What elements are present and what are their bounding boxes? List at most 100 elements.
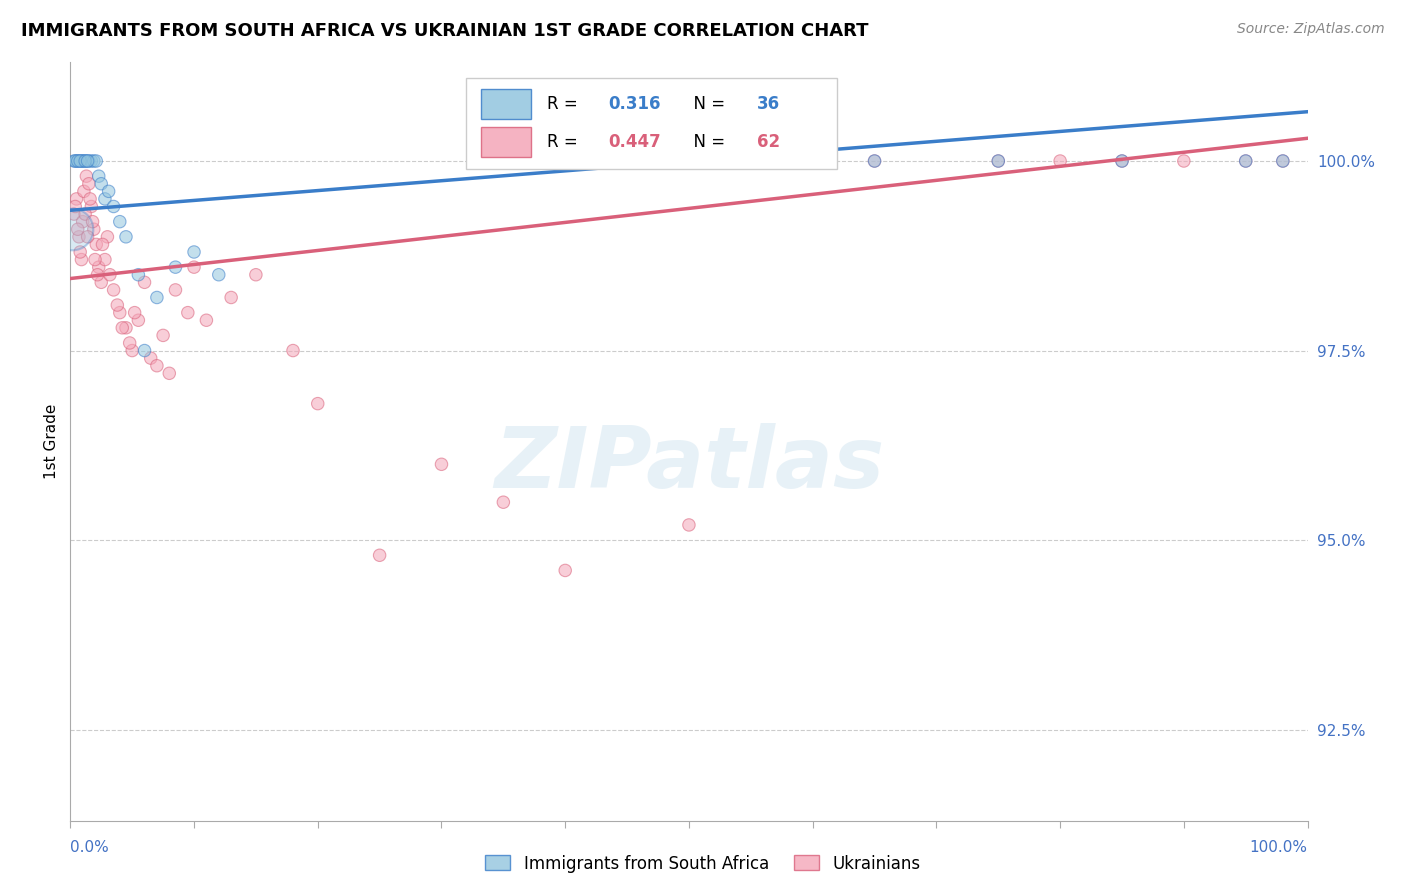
Point — [77, 154, 100, 169]
Point — [66, 154, 89, 169]
Point — [146, 359, 169, 373]
Point — [1234, 154, 1257, 169]
Point — [1173, 154, 1195, 169]
Point — [90, 177, 112, 191]
Point — [73, 185, 96, 199]
Point — [69, 154, 91, 169]
Text: 0.316: 0.316 — [609, 95, 661, 113]
Point — [98, 268, 121, 282]
Point — [245, 268, 267, 282]
Point — [90, 276, 112, 290]
Point — [108, 215, 131, 229]
Text: 62: 62 — [756, 133, 780, 151]
Point — [863, 154, 886, 169]
Point — [76, 154, 98, 169]
Point — [183, 245, 205, 260]
Point — [76, 230, 98, 244]
Point — [616, 154, 638, 169]
Point — [105, 298, 128, 312]
Point — [103, 283, 125, 297]
Text: 36: 36 — [756, 95, 780, 113]
Point — [83, 222, 105, 236]
Point — [195, 313, 218, 327]
Point — [79, 192, 101, 206]
Point — [94, 252, 117, 267]
Point — [75, 154, 97, 169]
Point — [281, 343, 304, 358]
Point — [75, 154, 97, 169]
Point — [127, 313, 149, 327]
Point — [67, 230, 90, 244]
Point — [1271, 154, 1294, 169]
Point — [115, 230, 138, 244]
Point — [134, 276, 156, 290]
Point — [80, 200, 103, 214]
Point — [740, 154, 762, 169]
Point — [75, 169, 97, 184]
Point — [616, 154, 638, 169]
FancyBboxPatch shape — [481, 89, 530, 120]
Point — [91, 237, 114, 252]
Point — [72, 215, 94, 229]
Point — [208, 268, 231, 282]
Point — [177, 306, 200, 320]
Point — [82, 215, 104, 229]
Point — [63, 207, 86, 221]
Point — [987, 154, 1010, 169]
Point — [1049, 154, 1071, 169]
Point — [139, 351, 162, 366]
Point — [219, 291, 242, 305]
Point — [73, 154, 96, 169]
Text: N =: N = — [683, 133, 730, 151]
Point — [75, 207, 97, 221]
FancyBboxPatch shape — [481, 127, 530, 157]
Y-axis label: 1st Grade: 1st Grade — [44, 404, 59, 479]
Point — [118, 336, 141, 351]
Point — [70, 154, 93, 169]
Point — [134, 343, 156, 358]
Point — [84, 237, 107, 252]
Point — [307, 397, 329, 411]
Point — [157, 367, 180, 381]
Text: R =: R = — [547, 133, 582, 151]
Point — [97, 185, 120, 199]
Text: ZIPatlas: ZIPatlas — [494, 423, 884, 506]
Point — [863, 154, 886, 169]
Point — [368, 549, 391, 563]
Point — [86, 268, 108, 282]
Point — [1234, 154, 1257, 169]
Point — [66, 222, 89, 236]
Point — [1111, 154, 1133, 169]
Point — [165, 283, 187, 297]
Point — [84, 252, 107, 267]
Point — [60, 222, 83, 236]
Point — [103, 200, 125, 214]
Point — [65, 192, 87, 206]
Point — [65, 154, 87, 169]
Point — [183, 260, 205, 275]
Point — [1111, 154, 1133, 169]
Point — [65, 200, 87, 214]
FancyBboxPatch shape — [467, 78, 838, 169]
Point — [115, 321, 138, 335]
Text: N =: N = — [683, 95, 730, 113]
Point — [96, 230, 118, 244]
Text: IMMIGRANTS FROM SOUTH AFRICA VS UKRAINIAN 1ST GRADE CORRELATION CHART: IMMIGRANTS FROM SOUTH AFRICA VS UKRAINIA… — [21, 22, 869, 40]
Point — [165, 260, 187, 275]
Point — [678, 517, 700, 532]
Point — [108, 306, 131, 320]
Point — [554, 564, 576, 578]
Text: Source: ZipAtlas.com: Source: ZipAtlas.com — [1237, 22, 1385, 37]
Point — [72, 154, 94, 169]
Point — [124, 306, 146, 320]
Point — [121, 343, 143, 358]
Text: 0.447: 0.447 — [609, 133, 661, 151]
Text: 0.0%: 0.0% — [70, 839, 110, 855]
Point — [77, 177, 100, 191]
Text: R =: R = — [547, 95, 582, 113]
Point — [83, 154, 105, 169]
Point — [69, 245, 91, 260]
Point — [87, 169, 110, 184]
Point — [987, 154, 1010, 169]
Point — [1271, 154, 1294, 169]
